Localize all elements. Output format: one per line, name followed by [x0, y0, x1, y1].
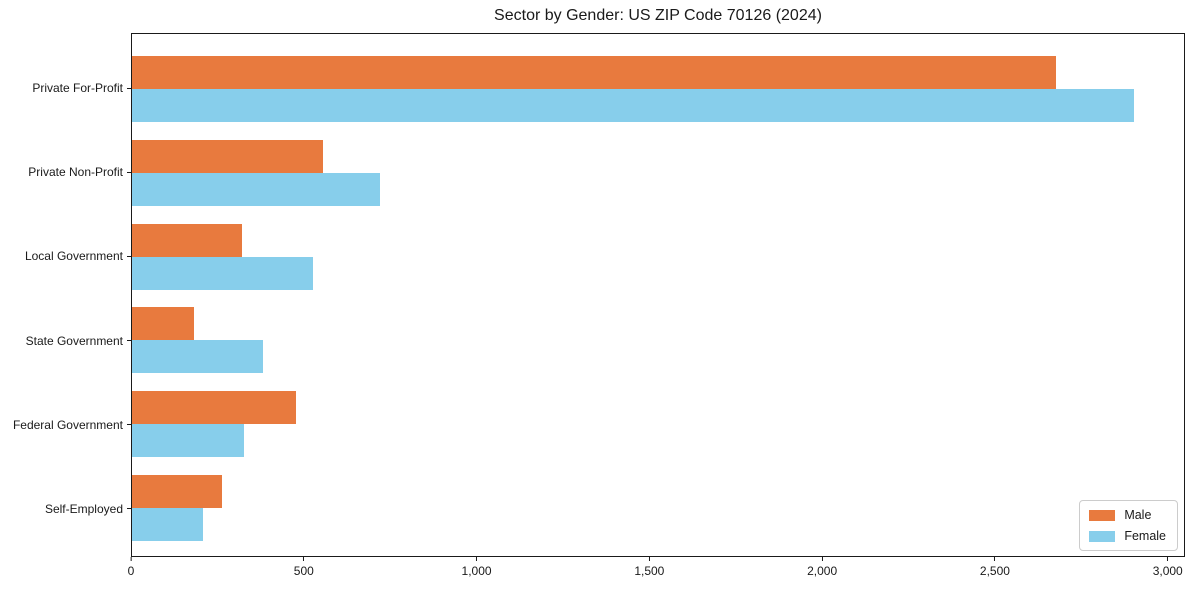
- bar-male: [132, 223, 243, 257]
- x-tick-mark: [648, 557, 650, 561]
- x-tick-label: 0: [127, 564, 135, 578]
- y-axis-row: Private Non-Profit: [0, 130, 131, 214]
- y-tick-mark: [127, 171, 131, 173]
- y-axis-row: Local Government: [0, 214, 131, 298]
- y-axis-label: Private For-Profit: [32, 81, 123, 96]
- category-group: [132, 215, 1184, 299]
- x-tick-mark: [130, 557, 132, 561]
- bar-rows: [132, 34, 1184, 556]
- legend-label-female: Female: [1124, 529, 1166, 543]
- x-tick: 1,500: [634, 557, 664, 578]
- legend-item-female: Female: [1089, 529, 1166, 543]
- category-group: [132, 47, 1184, 131]
- bar-male: [132, 391, 296, 425]
- x-tick: 500: [294, 557, 314, 578]
- x-tick-mark: [476, 557, 478, 561]
- x-tick-mark: [303, 557, 305, 561]
- category-group: [132, 382, 1184, 466]
- bar-female: [132, 424, 245, 458]
- y-tick-mark: [127, 340, 131, 342]
- y-tick-mark: [127, 87, 131, 89]
- y-axis-label: Private Non-Profit: [28, 165, 123, 180]
- legend-label-male: Male: [1124, 508, 1152, 522]
- x-tick-label: 2,000: [807, 564, 838, 578]
- y-axis-label: Self-Employed: [44, 501, 123, 516]
- y-axis: Private For-Profit Private Non-Profit Lo…: [0, 33, 131, 557]
- y-tick-mark: [127, 255, 131, 257]
- x-tick-label: 2,500: [979, 564, 1010, 578]
- category-group: [132, 131, 1184, 215]
- legend: Male Female: [1079, 500, 1178, 551]
- x-tick-label: 1,500: [634, 564, 665, 578]
- x-tick-label: 1,000: [461, 564, 492, 578]
- x-tick-mark: [1167, 557, 1169, 561]
- x-tick-label: 3,000: [1152, 564, 1183, 578]
- y-axis-label: State Government: [25, 333, 123, 348]
- y-axis-row: Private For-Profit: [0, 46, 131, 130]
- bar-female: [132, 88, 1134, 122]
- x-tick: 2,500: [980, 557, 1010, 578]
- bar-male: [132, 307, 195, 341]
- chart-title: Sector by Gender: US ZIP Code 70126 (202…: [494, 7, 822, 24]
- plot-area: Male Female: [131, 33, 1185, 557]
- y-axis-label: Federal Government: [12, 417, 123, 432]
- bar-female: [132, 340, 264, 374]
- bar-female: [132, 256, 314, 290]
- legend-swatch-female: [1089, 530, 1116, 542]
- legend-swatch-male: [1089, 509, 1116, 521]
- x-tick-label: 500: [293, 564, 314, 578]
- bar-female: [132, 172, 381, 206]
- category-group: [132, 298, 1184, 382]
- x-tick-mark: [994, 557, 996, 561]
- bar-female: [132, 508, 203, 542]
- x-tick: 0: [127, 557, 135, 578]
- x-tick: 1,000: [462, 557, 492, 578]
- y-axis-row: State Government: [0, 299, 131, 383]
- y-axis-row: Self-Employed: [0, 467, 131, 551]
- x-tick-mark: [821, 557, 823, 561]
- bar-male: [132, 475, 222, 509]
- y-tick-mark: [127, 508, 131, 510]
- x-axis: 0 500 1,000 1,500 2,000 2,500 3,000: [127, 557, 1185, 593]
- x-tick: 3,000: [1153, 557, 1183, 578]
- legend-item-male: Male: [1089, 508, 1166, 522]
- y-axis-row: Federal Government: [0, 383, 131, 467]
- y-tick-mark: [127, 424, 131, 426]
- bar-male: [132, 55, 1057, 89]
- category-group: [132, 466, 1184, 550]
- bar-male: [132, 139, 324, 173]
- x-tick: 2,000: [807, 557, 837, 578]
- y-axis-label: Local Government: [24, 249, 123, 264]
